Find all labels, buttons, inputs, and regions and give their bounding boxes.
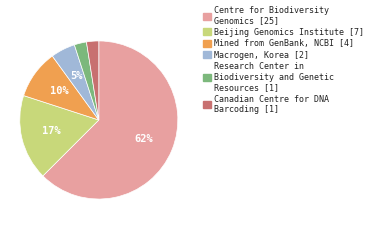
Wedge shape <box>43 41 178 199</box>
Text: 17%: 17% <box>42 126 60 136</box>
Text: 62%: 62% <box>135 134 154 144</box>
Wedge shape <box>86 41 99 120</box>
Wedge shape <box>24 56 99 120</box>
Wedge shape <box>74 42 99 120</box>
Text: 5%: 5% <box>70 71 83 81</box>
Wedge shape <box>20 96 99 176</box>
Wedge shape <box>52 45 99 120</box>
Text: 10%: 10% <box>50 86 68 96</box>
Legend: Centre for Biodiversity
Genomics [25], Beijing Genomics Institute [7], Mined fro: Centre for Biodiversity Genomics [25], B… <box>202 4 366 116</box>
